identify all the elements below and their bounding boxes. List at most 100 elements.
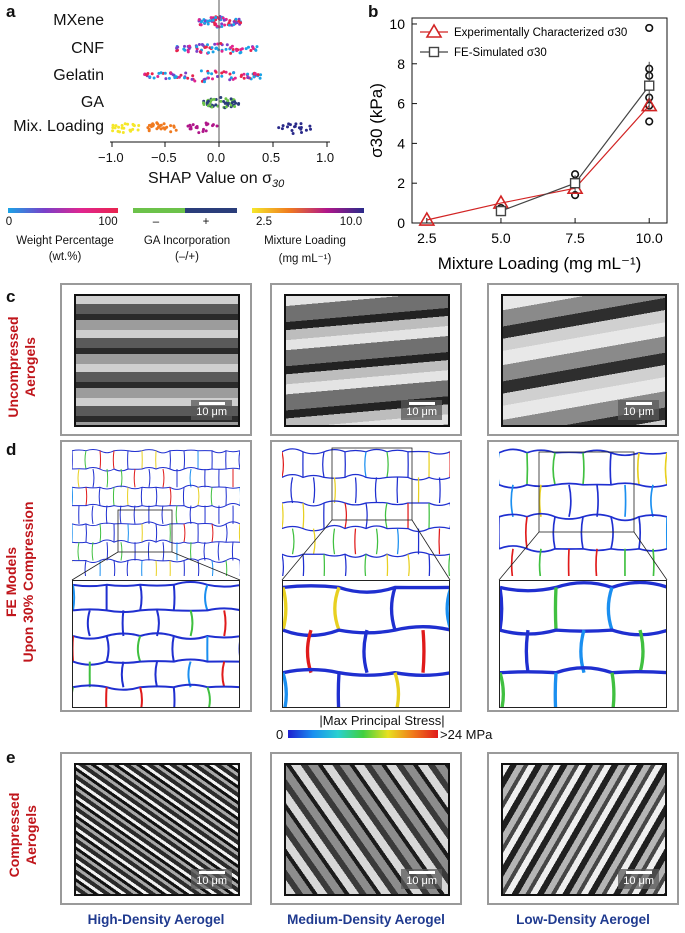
shap-point [209, 16, 213, 20]
fe-strut [99, 523, 102, 543]
frame-e-low: 10 μm [487, 752, 679, 905]
shap-point [162, 126, 166, 130]
feature-label-ga: GA [80, 94, 104, 111]
y-axis-label: σ30 (kPa) [367, 83, 386, 158]
shap-point [215, 46, 218, 50]
loading-min: 2.5 [256, 216, 272, 228]
fe-strut [438, 477, 441, 504]
fe-strut [524, 516, 528, 549]
shap-point [195, 126, 199, 130]
shap-point [237, 102, 240, 106]
fe-model-zoom-medium [282, 580, 450, 708]
shap-point [226, 102, 230, 106]
series-marker-1 [495, 205, 507, 217]
fe-strut [171, 635, 175, 662]
fe-strut [302, 554, 305, 576]
shap-point [155, 127, 159, 131]
shap-point [221, 16, 225, 20]
shap-point [159, 127, 163, 131]
fe-strut [73, 584, 76, 611]
fe-strut [407, 554, 410, 576]
fe-strut [553, 672, 558, 707]
fe-model-overview-medium [282, 448, 450, 576]
fe-strut [636, 452, 640, 485]
scale-bar: 10 μm [191, 869, 232, 889]
fe-strut [105, 505, 108, 524]
fe-strut [344, 502, 348, 529]
zoom-lines-high [71, 509, 241, 581]
fe-strut [283, 586, 288, 631]
fe-wall [72, 503, 240, 509]
shap-point [183, 76, 186, 80]
fe-strut [610, 672, 616, 707]
shap-point [239, 75, 243, 78]
shap-point [291, 132, 295, 135]
fe-model-zoom-high [72, 580, 240, 708]
y-tick-label: 2 [397, 175, 405, 191]
legend-label: FE-Simulated σ30 [454, 47, 547, 59]
fe-strut [336, 672, 341, 707]
shap-point [224, 105, 228, 109]
weight-title: Weight Percentage [16, 235, 114, 247]
fe-strut [552, 516, 556, 549]
fe-strut [105, 635, 110, 662]
fe-strut [84, 560, 87, 576]
fe-wall [282, 473, 450, 481]
fe-strut [223, 610, 227, 637]
zoom-lines-medium [281, 447, 451, 581]
fe-strut [169, 487, 172, 506]
legend-label: Experimentally Characterized σ30 [454, 27, 627, 39]
stress-bar-max: >24 MPa [440, 727, 493, 742]
fe-strut [384, 502, 388, 529]
shap-point [300, 131, 303, 134]
fe-strut [375, 528, 379, 555]
frame-e-high: 10 μm [60, 752, 252, 905]
shap-point [254, 48, 258, 52]
shap-point [210, 98, 214, 102]
scale-bar: 10 μm [401, 869, 442, 889]
shap-point [148, 75, 152, 79]
weight-max: 100 [98, 216, 118, 228]
shap-point [129, 129, 133, 133]
fe-strut [374, 477, 378, 504]
shap-point [246, 76, 250, 80]
x-tick-label: 7.5 [565, 230, 585, 246]
fe-strut [182, 487, 185, 506]
shap-point [220, 71, 224, 75]
fe-strut [364, 451, 367, 478]
fe-strut [580, 516, 584, 549]
fe-strut [86, 610, 91, 637]
panel-label-a: a [6, 2, 16, 21]
shap-point [293, 125, 296, 129]
shap-point [246, 72, 250, 76]
shap-point [169, 130, 173, 134]
legend-marker [425, 23, 443, 38]
fe-strut [302, 502, 305, 529]
loading-title: Mixture Loading [264, 235, 346, 247]
fe-strut [365, 502, 368, 529]
fe-strut [389, 586, 397, 631]
fe-strut [231, 542, 234, 561]
fe-strut [524, 629, 530, 673]
fe-strut [393, 672, 401, 707]
shap-point [237, 19, 241, 23]
y-tick-label: 4 [397, 135, 405, 151]
shap-point [224, 97, 228, 101]
shap-point [159, 71, 163, 75]
shap-point [222, 100, 226, 103]
fe-strut [120, 542, 123, 561]
sample-point [570, 191, 580, 200]
sem-image-uncompressed-low: 10 μm [501, 294, 667, 427]
x-axis-label: Mixture Loading (mg mL⁻¹) [438, 254, 642, 273]
fe-strut [112, 450, 115, 470]
fe-strut [225, 560, 228, 576]
shap-point [206, 99, 210, 103]
shap-point [207, 51, 210, 55]
fe-strut [154, 661, 158, 688]
fe-wall [499, 545, 667, 553]
x-tick-label: 10.0 [636, 230, 663, 246]
fe-strut [113, 560, 116, 576]
panel-b-chart: 0 2 4 6 8 10 2.5 5.0 7.5 10.0 Mixture Loading (mg … [367, 16, 668, 273]
shap-point [211, 77, 214, 81]
fe-strut [354, 477, 357, 504]
